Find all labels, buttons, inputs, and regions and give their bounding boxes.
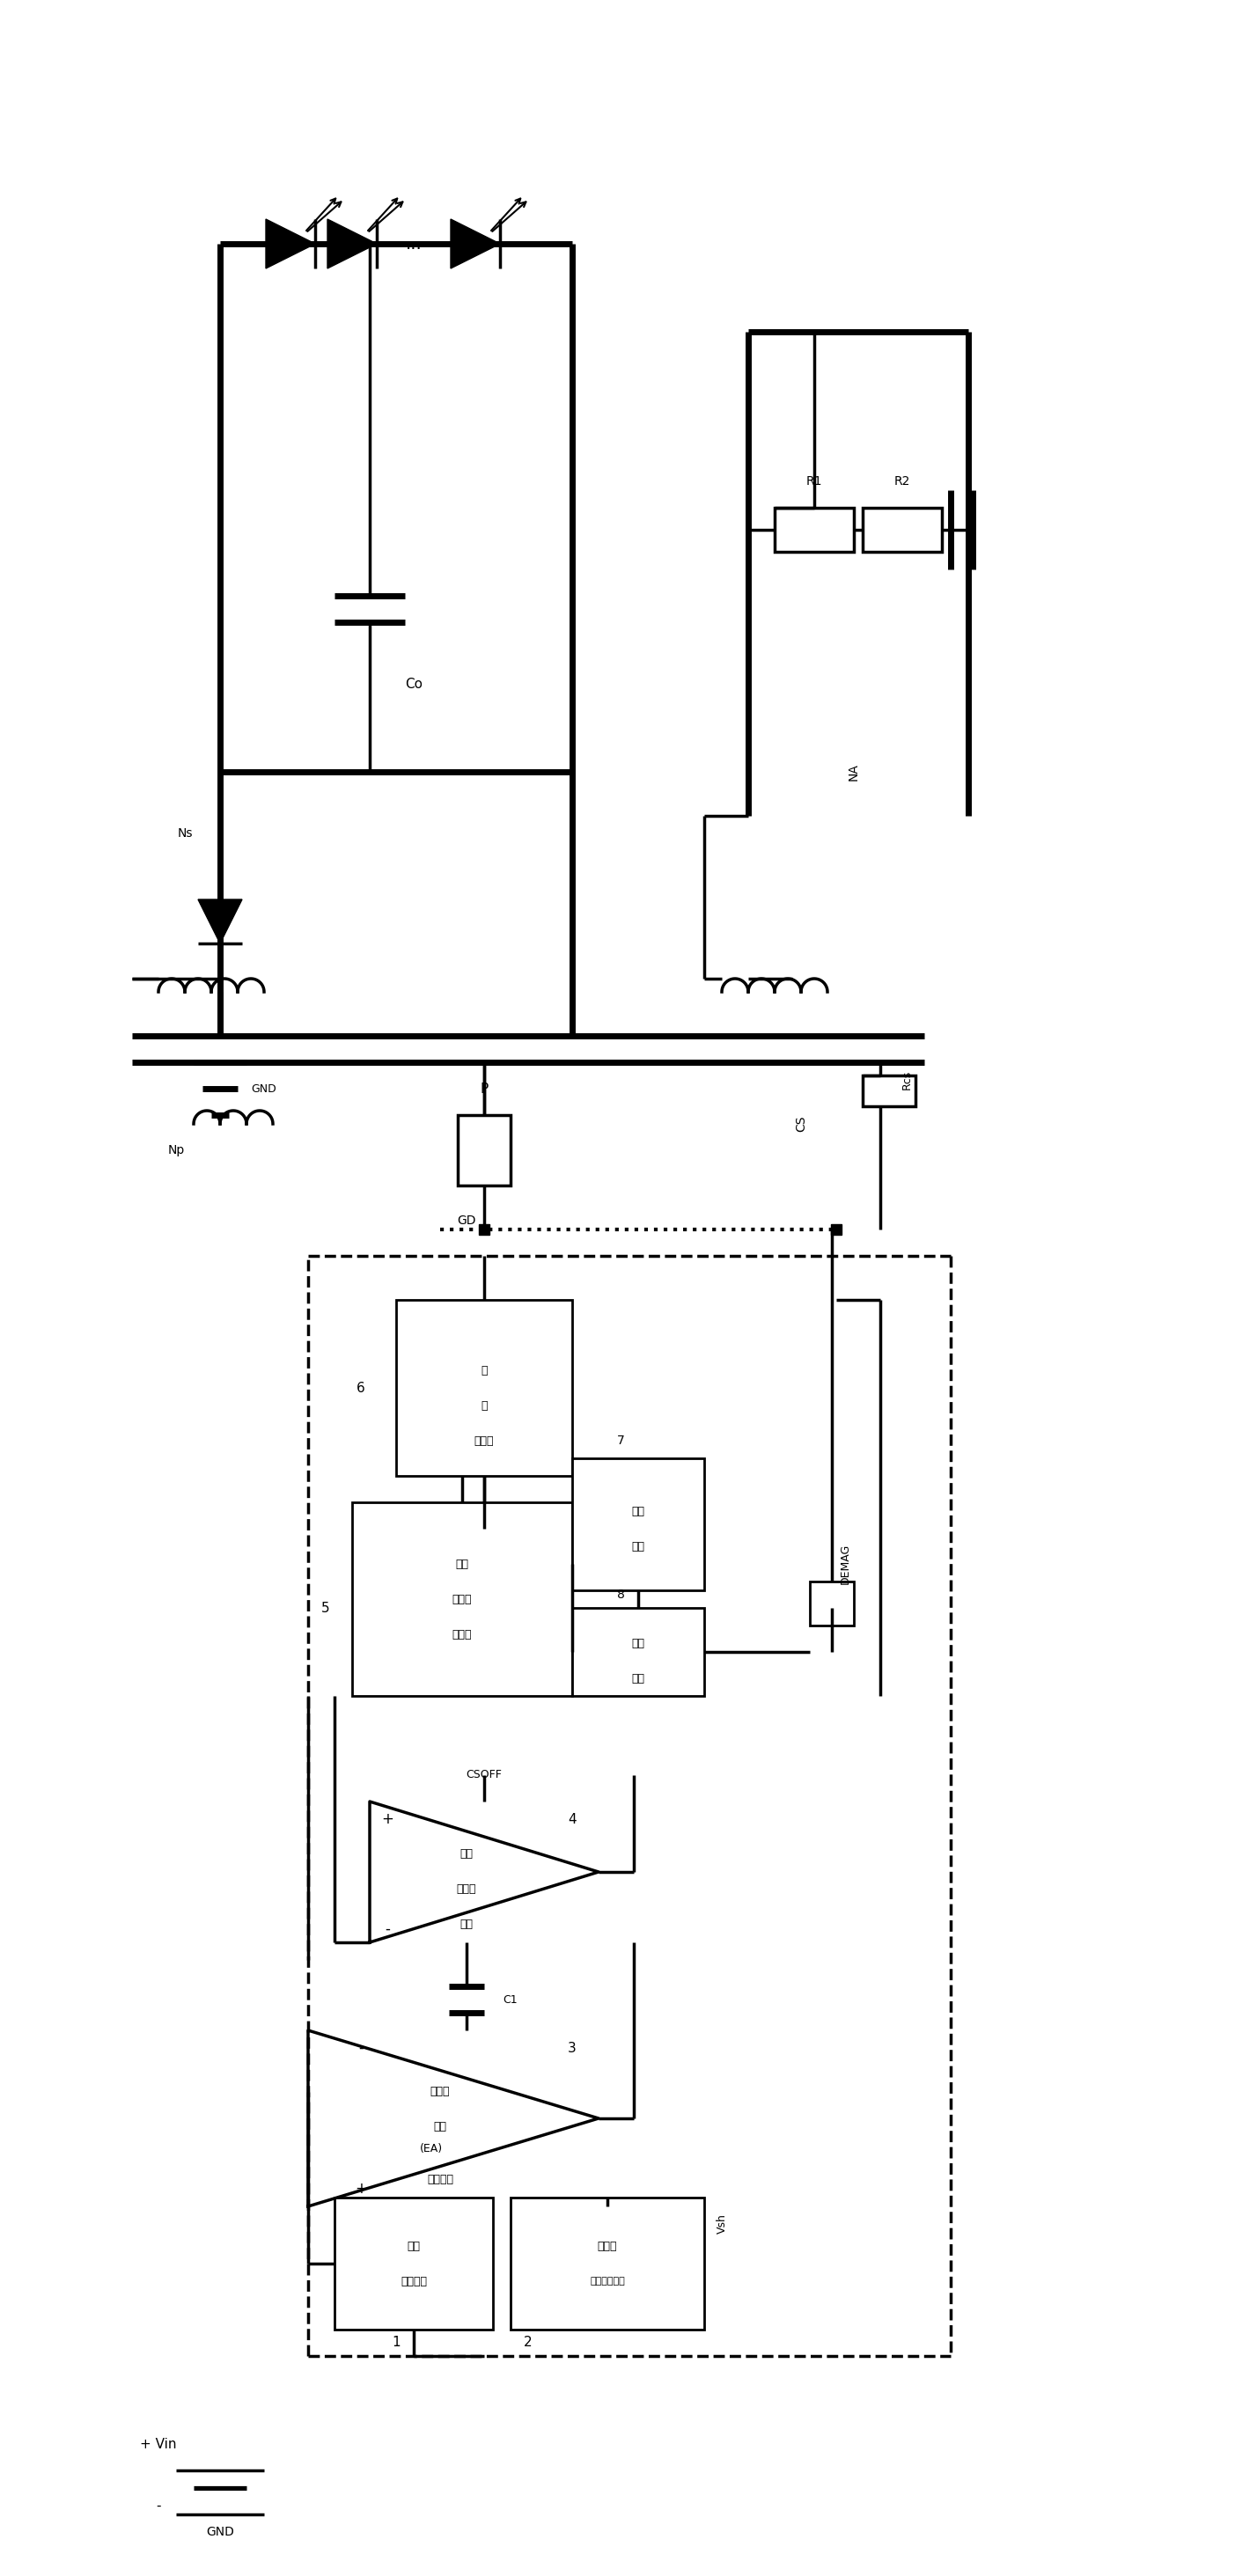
Text: 花: 花 xyxy=(480,1399,488,1412)
Bar xyxy=(572,1607,704,1695)
Bar xyxy=(396,1301,572,1476)
Text: DEMAG: DEMAG xyxy=(840,1543,851,1584)
Text: -: - xyxy=(156,2499,161,2512)
Text: Co: Co xyxy=(405,677,422,690)
Text: NA: NA xyxy=(847,762,860,781)
Text: 电流模: 电流模 xyxy=(452,1595,472,1605)
Text: GND: GND xyxy=(206,2527,235,2537)
Text: GD: GD xyxy=(457,1213,475,1226)
Text: + Vin: + Vin xyxy=(141,2437,177,2450)
Bar xyxy=(774,507,853,551)
Text: 保护比: 保护比 xyxy=(457,1883,477,1896)
Text: Rcs: Rcs xyxy=(902,1069,913,1090)
Text: GND: GND xyxy=(252,1082,277,1095)
Polygon shape xyxy=(266,219,315,268)
Text: 大器: 大器 xyxy=(433,2123,447,2133)
Text: 2: 2 xyxy=(524,2336,532,2349)
Text: CS: CS xyxy=(795,1115,808,1131)
Bar xyxy=(863,507,942,551)
Text: 自举: 自举 xyxy=(631,1504,645,1517)
Text: 火: 火 xyxy=(480,1365,488,1376)
Bar xyxy=(863,1074,915,1105)
Text: R2: R2 xyxy=(894,474,910,487)
Text: 6: 6 xyxy=(357,1381,366,1394)
Text: -: - xyxy=(358,2040,363,2056)
Text: Vsh: Vsh xyxy=(716,2213,727,2233)
Text: 压型比较保护: 压型比较保护 xyxy=(590,2277,625,2285)
Text: 7: 7 xyxy=(616,1435,625,1448)
Text: C1: C1 xyxy=(503,1994,517,2004)
Text: P: P xyxy=(480,1082,488,1095)
Polygon shape xyxy=(308,2030,599,2208)
Polygon shape xyxy=(198,899,242,943)
Text: 峰值: 峰值 xyxy=(456,1558,469,1569)
Polygon shape xyxy=(369,1801,599,1942)
Text: 电路: 电路 xyxy=(631,1540,645,1551)
Text: Np: Np xyxy=(168,1144,184,1157)
Text: 过流: 过流 xyxy=(459,1850,473,1860)
Text: -: - xyxy=(385,1922,390,1937)
Polygon shape xyxy=(451,219,500,268)
Text: R1: R1 xyxy=(806,474,823,487)
Text: 锁定电路: 锁定电路 xyxy=(400,2275,427,2287)
Text: 式控制: 式控制 xyxy=(452,1628,472,1641)
Text: ...: ... xyxy=(405,234,422,252)
Text: 8: 8 xyxy=(616,1589,625,1600)
Polygon shape xyxy=(327,219,377,268)
Bar xyxy=(458,1115,510,1185)
Bar xyxy=(510,2197,704,2329)
Text: 5: 5 xyxy=(321,1602,330,1615)
Text: 欠压: 欠压 xyxy=(408,2241,420,2251)
Text: (EA): (EA) xyxy=(420,2143,443,2156)
Text: 抑制器: 抑制器 xyxy=(474,1435,494,1445)
Bar xyxy=(572,1458,704,1589)
Text: 误差放: 误差放 xyxy=(430,2087,450,2097)
Text: +: + xyxy=(354,2182,367,2197)
Text: 退磁: 退磁 xyxy=(631,1638,645,1649)
Bar xyxy=(810,1582,853,1625)
Text: 3: 3 xyxy=(568,2040,577,2056)
Text: 较器: 较器 xyxy=(459,1919,473,1929)
Bar xyxy=(352,1502,572,1695)
Text: 1: 1 xyxy=(391,2336,400,2349)
Text: 检测: 检测 xyxy=(631,1672,645,1685)
Text: 误差检测: 误差检测 xyxy=(427,2174,453,2184)
Text: 4: 4 xyxy=(568,1814,577,1826)
Text: CSOFF: CSOFF xyxy=(466,1770,503,1780)
Text: Ns: Ns xyxy=(177,827,193,840)
Bar xyxy=(335,2197,493,2329)
Text: 基准电: 基准电 xyxy=(598,2241,618,2251)
Text: +: + xyxy=(382,1811,394,1826)
